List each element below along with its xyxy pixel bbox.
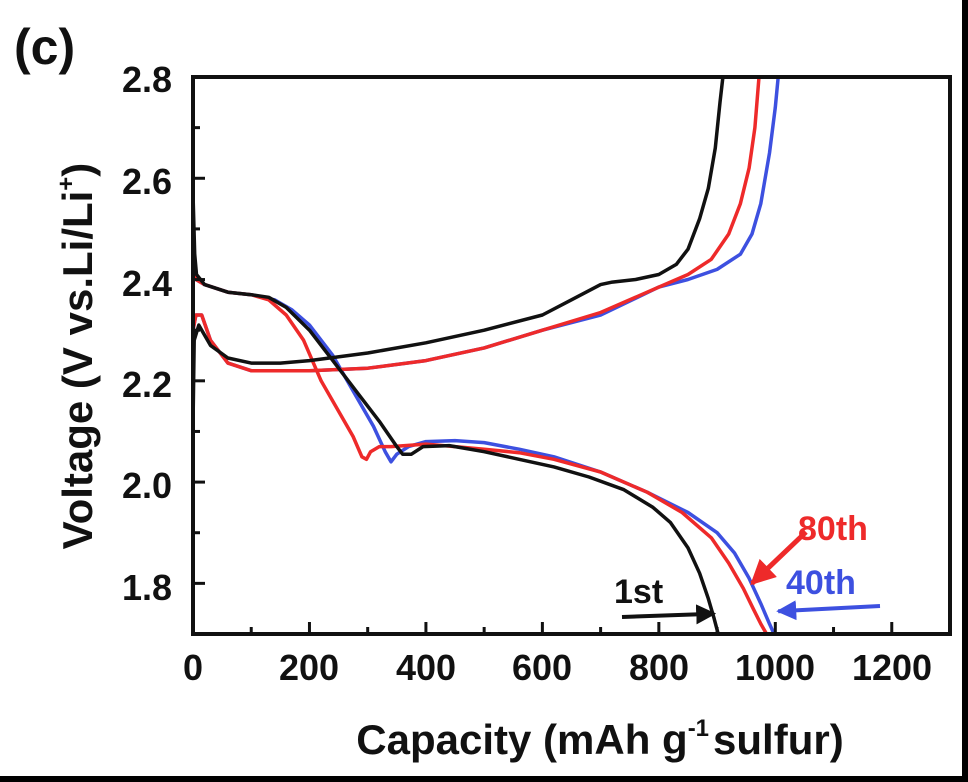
plot-frame <box>191 75 952 636</box>
x-axis-title: Capacity (mAh g-1sulfur) <box>356 715 843 763</box>
ticks-layer <box>191 75 952 636</box>
label-40th: 40th <box>786 564 856 602</box>
x-tick-label: 800 <box>629 647 689 688</box>
arrow-40th <box>776 600 881 621</box>
x-tick-label: 1200 <box>852 647 932 688</box>
series-line-1st-discharge <box>191 191 720 636</box>
label-80th: 80th <box>798 510 868 548</box>
x-tick-label: 600 <box>512 647 572 688</box>
arrow-80th <box>750 530 808 586</box>
y-tick-label: 2.0 <box>122 465 172 506</box>
series-line-80th-charge <box>191 75 761 373</box>
x-tick-label: 400 <box>396 647 456 688</box>
series-line-40th-discharge <box>191 272 776 636</box>
y-tick-label: 2.6 <box>122 161 172 202</box>
y-tick-label: 2.8 <box>122 59 172 100</box>
label-1st: 1st <box>614 573 663 611</box>
y-tick-label: 2.2 <box>122 364 172 405</box>
series-layer <box>191 75 780 636</box>
x-tick-label: 1000 <box>735 647 815 688</box>
x-tick-label: 200 <box>279 647 339 688</box>
panel-label: (c) <box>14 19 75 75</box>
y-axis-title: Voltage (V vs.Li/Li+) <box>53 163 101 550</box>
arrow-1st <box>621 604 717 625</box>
series-line-1st-charge <box>191 75 725 429</box>
series-line-80th-discharge <box>191 272 769 636</box>
y-tick-label: 1.8 <box>122 567 172 608</box>
series-line-40th-charge <box>191 75 780 373</box>
y-tick-label: 2.4 <box>122 263 172 304</box>
x-tick-label: 0 <box>183 647 203 688</box>
